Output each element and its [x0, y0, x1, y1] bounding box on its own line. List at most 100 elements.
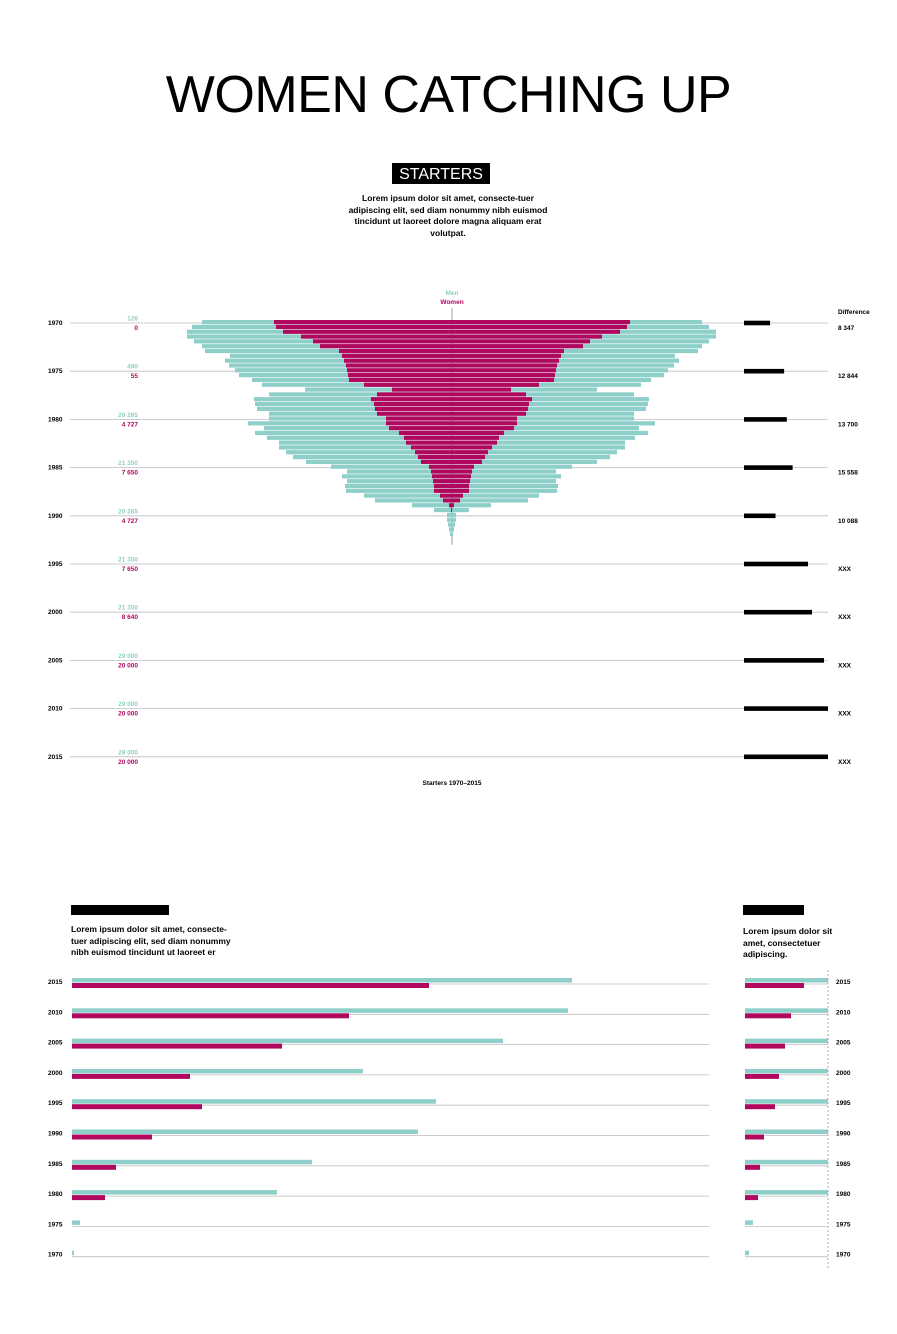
year-label: 1975 — [48, 368, 63, 375]
women-bar — [434, 488, 469, 493]
women-bar — [745, 1195, 758, 1201]
men-bar — [72, 1038, 503, 1044]
women-bar — [443, 498, 460, 503]
legend-women: Women — [440, 299, 463, 306]
year-label: 1970 — [836, 1252, 851, 1259]
year-label: 2010 — [836, 1009, 851, 1016]
women-bar — [389, 426, 514, 431]
starters-butterfly-chart: 1970 126 0 8 347 1975 490 55 12 844 1980 20 285 4 … — [48, 290, 870, 787]
women-bar — [72, 1164, 116, 1170]
women-bar — [431, 469, 472, 474]
women-bar — [745, 1164, 760, 1170]
year-label: 2015 — [48, 979, 63, 986]
men-bar — [447, 517, 456, 522]
women-bar — [301, 334, 602, 339]
women-count-label: 20 000 — [118, 662, 138, 669]
difference-value-label: XXX — [838, 614, 852, 621]
difference-header: Difference — [838, 309, 870, 316]
women-bar — [348, 373, 555, 378]
men-bar — [745, 1068, 828, 1074]
women-bar — [421, 459, 482, 464]
year-label: 1990 — [48, 513, 63, 520]
women-count-label: 4 727 — [122, 518, 139, 525]
year-label: 2000 — [48, 609, 63, 616]
year-label: 2005 — [48, 657, 63, 664]
men-bar — [745, 1008, 828, 1013]
women-bar — [371, 397, 532, 402]
year-label: 1980 — [48, 416, 63, 423]
women-bar — [440, 493, 463, 498]
lower-left-text: Lorem ipsum dolor sit amet, consecte-tue… — [71, 924, 231, 957]
women-bar — [745, 1134, 764, 1140]
men-bar — [745, 1190, 828, 1195]
year-label: 2005 — [836, 1040, 851, 1047]
difference-bar — [744, 417, 787, 422]
women-bar — [339, 348, 564, 354]
year-label: 2000 — [836, 1070, 851, 1077]
women-bar — [432, 474, 471, 479]
women-count-label: 7 650 — [122, 470, 139, 477]
men-bar — [450, 532, 453, 537]
women-bar — [386, 416, 517, 421]
men-bar — [745, 1129, 828, 1134]
women-bar — [745, 983, 804, 988]
men-count-label: 20 285 — [118, 508, 138, 515]
difference-bar — [744, 609, 812, 615]
women-bar — [72, 1104, 202, 1110]
women-bar — [411, 445, 492, 450]
women-bar — [72, 1073, 190, 1079]
women-count-label: 4 727 — [122, 421, 139, 428]
women-bar — [349, 377, 554, 383]
difference-value-label: 8 347 — [838, 325, 855, 332]
women-bar — [433, 479, 470, 484]
men-bar — [72, 1250, 74, 1256]
women-bar — [72, 1195, 105, 1201]
women-bar — [274, 320, 630, 325]
year-label: 2010 — [48, 1009, 63, 1016]
women-bar — [364, 382, 539, 387]
year-label: 1990 — [836, 1131, 851, 1138]
women-bar — [404, 435, 499, 440]
women-bar — [377, 411, 526, 416]
difference-bar — [744, 513, 776, 519]
men-bar — [745, 1038, 828, 1044]
women-bar — [320, 344, 583, 349]
women-bar — [283, 329, 620, 334]
men-bar — [72, 1068, 363, 1074]
women-bar — [451, 507, 452, 513]
men-bar — [745, 1250, 749, 1256]
men-bar — [72, 1129, 418, 1134]
men-bar — [447, 512, 456, 517]
lower-right-heading-bar — [743, 905, 804, 915]
year-label: 2005 — [48, 1040, 63, 1047]
women-bar — [72, 1013, 349, 1019]
women-bar — [375, 406, 528, 411]
men-count-label: 29 000 — [118, 701, 138, 708]
men-count-label: 29 000 — [118, 749, 138, 756]
women-bar — [276, 324, 627, 330]
difference-bar — [744, 320, 771, 326]
difference-bar — [744, 706, 828, 711]
women-bar — [346, 363, 557, 368]
women-bar — [745, 1013, 791, 1019]
starters-label: STARTERS — [392, 163, 490, 184]
women-bar — [313, 339, 590, 344]
women-bar — [374, 401, 529, 407]
difference-value-label: XXX — [838, 711, 852, 718]
difference-value-label: XXX — [838, 759, 852, 766]
men-bar — [745, 1099, 828, 1104]
year-label: 1975 — [48, 1221, 63, 1228]
difference-value-label: XXX — [838, 662, 852, 669]
women-bar — [429, 464, 474, 469]
men-bar — [72, 1099, 436, 1104]
women-count-label: 7 650 — [122, 566, 139, 573]
legend-men: Men — [446, 290, 459, 297]
women-count-label: 55 — [131, 373, 139, 380]
women-bar — [72, 1134, 152, 1140]
year-label: 1975 — [836, 1221, 851, 1228]
women-bar — [377, 392, 526, 397]
difference-value-label: 13 700 — [838, 421, 858, 428]
difference-bar — [744, 465, 793, 470]
women-bar — [72, 983, 429, 988]
women-bar — [418, 454, 485, 460]
